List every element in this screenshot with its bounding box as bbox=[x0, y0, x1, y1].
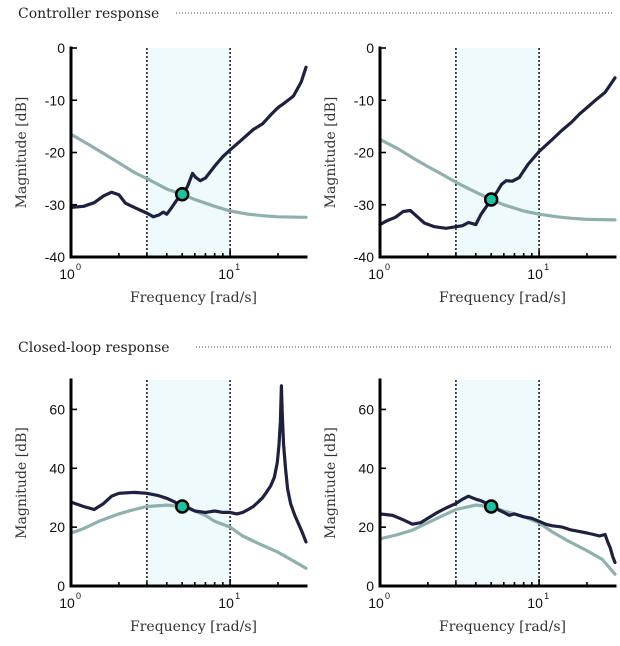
x-tick-label: 10 bbox=[59, 595, 75, 611]
y-tick-label: -30 bbox=[45, 197, 65, 213]
x-tick-label: 10 bbox=[218, 266, 234, 282]
x-tick-label: 10 bbox=[368, 595, 384, 611]
series-line-dark bbox=[378, 494, 617, 565]
series-line-dark bbox=[69, 384, 308, 544]
y-tick-label: 0 bbox=[57, 578, 65, 594]
y-tick-label: 60 bbox=[358, 401, 374, 417]
x-tick-exponent: 0 bbox=[76, 262, 81, 272]
frequency-band bbox=[455, 48, 540, 257]
y-axis-title: Magnitude [dB] bbox=[14, 97, 30, 209]
frequency-band bbox=[455, 380, 540, 586]
y-tick-label: -40 bbox=[45, 249, 65, 265]
crossover-marker bbox=[174, 187, 190, 202]
x-tick-exponent: 1 bbox=[544, 262, 549, 272]
y-tick-label: 40 bbox=[358, 460, 374, 476]
x-tick-exponent: 1 bbox=[235, 591, 240, 601]
x-tick-exponent: 0 bbox=[385, 591, 390, 601]
y-tick-label: -10 bbox=[354, 92, 374, 108]
x-axis-title: Frequency [rad/s] bbox=[130, 619, 257, 635]
x-tick-exponent: 1 bbox=[544, 591, 549, 601]
x-tick-exponent: 0 bbox=[385, 262, 390, 272]
section-closed-loop-response: Closed-loop response bbox=[18, 340, 612, 356]
x-axis-title: Frequency [rad/s] bbox=[130, 290, 257, 306]
y-axis-title: Magnitude [dB] bbox=[14, 427, 30, 539]
y-tick-label: 40 bbox=[49, 460, 65, 476]
y-tick-label: 0 bbox=[366, 40, 374, 56]
crossover-marker bbox=[483, 499, 499, 514]
y-axis-title: Magnitude [dB] bbox=[323, 97, 339, 209]
y-tick-label: -10 bbox=[45, 92, 65, 108]
crossover-marker bbox=[174, 499, 190, 514]
y-tick-label: 60 bbox=[49, 401, 65, 417]
x-axis-title: Frequency [rad/s] bbox=[439, 619, 566, 635]
y-tick-label: -20 bbox=[45, 145, 65, 161]
section-title-closed-loop: Closed-loop response bbox=[18, 340, 170, 356]
x-tick-label: 10 bbox=[527, 266, 543, 282]
y-tick-label: 0 bbox=[57, 40, 65, 56]
section-title-controller: Controller response bbox=[18, 6, 159, 22]
y-tick-label: 0 bbox=[366, 578, 374, 594]
frequency-band bbox=[146, 48, 231, 257]
y-axis-title: Magnitude [dB] bbox=[323, 427, 339, 539]
x-tick-label: 10 bbox=[59, 266, 75, 282]
x-tick-label: 10 bbox=[527, 595, 543, 611]
y-tick-label: 20 bbox=[358, 519, 374, 535]
x-tick-label: 10 bbox=[218, 595, 234, 611]
x-tick-exponent: 1 bbox=[235, 262, 240, 272]
x-axis-title: Frequency [rad/s] bbox=[439, 290, 566, 306]
y-tick-label: -40 bbox=[354, 249, 374, 265]
crossover-marker bbox=[483, 192, 499, 207]
section-controller-response: Controller response bbox=[18, 6, 612, 22]
frequency-band bbox=[146, 380, 231, 586]
y-tick-label: 20 bbox=[49, 519, 65, 535]
y-tick-label: -20 bbox=[354, 145, 374, 161]
y-tick-label: -30 bbox=[354, 197, 374, 213]
x-tick-exponent: 0 bbox=[76, 591, 81, 601]
x-tick-label: 10 bbox=[368, 266, 384, 282]
